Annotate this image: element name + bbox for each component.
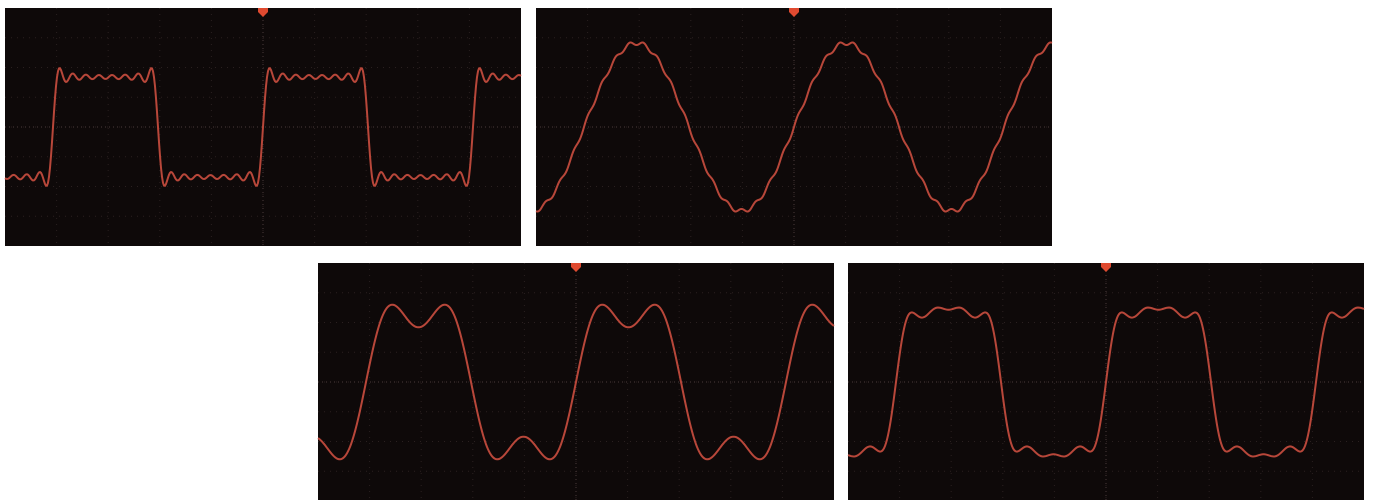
trigger-marker [789, 8, 799, 17]
waveform [535, 41, 1053, 213]
scope-screen [4, 8, 522, 246]
panels [4, 8, 1365, 500]
scope-screen [317, 263, 835, 500]
waveform [317, 303, 835, 461]
scope-screen [535, 8, 1053, 246]
waveform [847, 306, 1365, 458]
waveform [4, 67, 522, 187]
scope-screen [847, 263, 1365, 500]
trigger-marker [1101, 263, 1111, 272]
trigger-marker [571, 263, 581, 272]
trigger-marker [258, 8, 268, 17]
